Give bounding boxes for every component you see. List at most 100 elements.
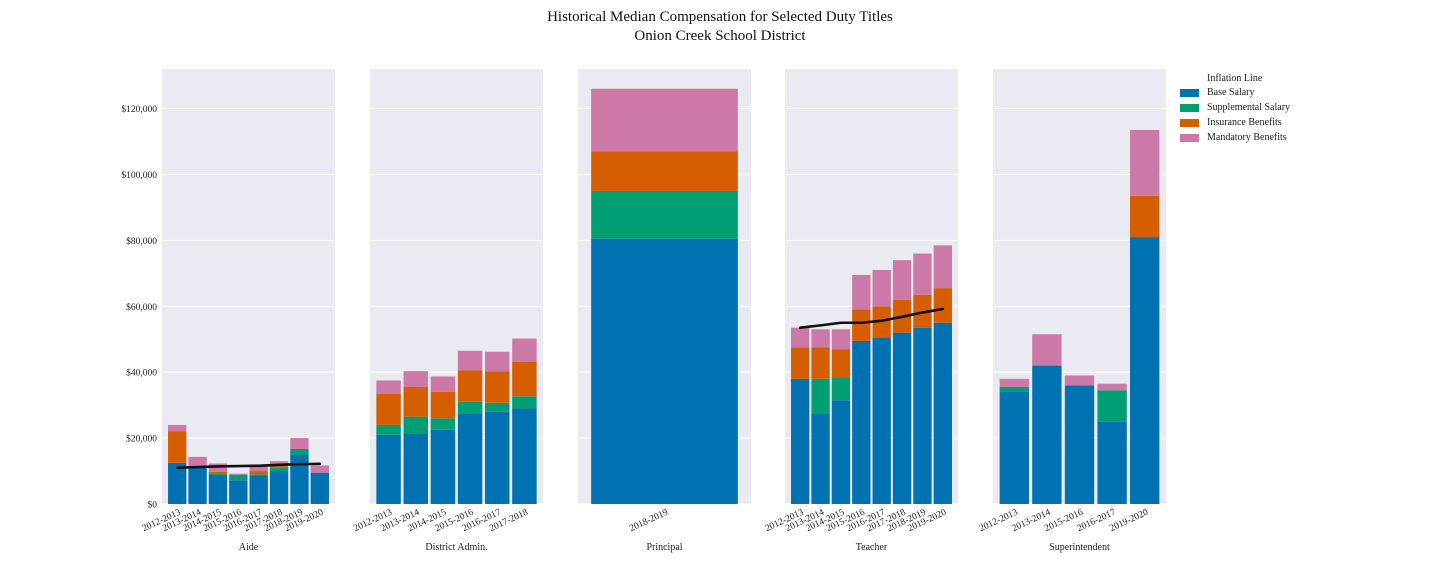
bar-base <box>933 322 952 504</box>
bar-supplemental <box>229 474 248 481</box>
bar-mandatory <box>791 327 810 348</box>
bar-base <box>872 337 891 504</box>
bar-mandatory <box>913 253 932 295</box>
bar-mandatory <box>485 351 510 372</box>
y-tick-label: $100,000 <box>121 170 157 181</box>
chart-title: Historical Median Compensation for Selec… <box>0 8 1440 46</box>
bar-insurance <box>791 347 810 379</box>
bar-base <box>269 471 289 504</box>
inflation-line <box>798 307 945 329</box>
bar-insurance <box>249 471 268 475</box>
bar-base <box>1032 365 1062 504</box>
y-tick-label: $60,000 <box>126 302 157 313</box>
bar-supplemental <box>403 416 428 434</box>
bar-base <box>168 462 187 504</box>
chart-title-line-2: Onion Creek School District <box>634 28 806 44</box>
bar-supplemental <box>208 473 228 475</box>
bar-mandatory <box>310 465 329 473</box>
bar-mandatory <box>512 338 537 362</box>
bar-supplemental <box>1097 390 1127 422</box>
bar-base <box>1064 385 1095 504</box>
bar-mandatory <box>269 461 289 465</box>
bar-base <box>457 413 483 504</box>
legend-swatch-supplemental <box>1180 103 1199 112</box>
bar-supplemental <box>831 377 851 401</box>
bar-base <box>403 433 428 504</box>
y-tick-label: $0 <box>148 500 158 511</box>
bar-mandatory <box>188 456 207 467</box>
panel-xlabel: Aide <box>239 542 259 553</box>
bar-mandatory <box>892 260 912 300</box>
bar-mandatory <box>457 350 483 371</box>
legend: Inflation Line Base Salary Supplemental … <box>1180 71 1290 145</box>
panel-background <box>785 69 958 504</box>
legend-swatch-mandatory <box>1180 133 1199 142</box>
y-tick-label: $80,000 <box>126 236 157 247</box>
bar-mandatory <box>290 438 309 449</box>
bar-mandatory <box>1032 334 1062 366</box>
bar-mandatory <box>168 424 187 432</box>
legend-label-base: Base Salary <box>1207 87 1255 98</box>
panel-xlabel: Principal <box>646 542 682 553</box>
bar-supplemental <box>512 396 537 409</box>
bar-insurance <box>591 151 738 191</box>
bar-mandatory <box>1097 383 1127 391</box>
bar-base <box>999 391 1029 504</box>
bar-base <box>831 400 851 504</box>
bar-insurance <box>208 471 228 474</box>
bar-mandatory <box>933 245 952 289</box>
legend-item-supplemental: Supplemental Salary <box>1180 100 1290 115</box>
bar-insurance <box>811 347 830 379</box>
bar-mandatory <box>591 88 738 152</box>
bar-insurance <box>1130 195 1160 238</box>
bar-base <box>512 408 537 504</box>
bar-mandatory <box>430 376 456 392</box>
legend-label-mandatory: Mandatory Benefits <box>1207 132 1287 143</box>
bar-insurance <box>457 370 483 402</box>
bar-insurance <box>430 391 456 419</box>
y-tick-label: $20,000 <box>126 434 157 445</box>
bar-base <box>913 327 932 504</box>
bar-mandatory <box>376 380 401 394</box>
bar-base <box>249 475 268 504</box>
bar-base <box>208 475 228 504</box>
inflation-line <box>175 462 322 470</box>
bar-base <box>188 467 207 504</box>
bar-base <box>376 434 401 504</box>
panel-background <box>162 69 335 504</box>
bar-base <box>591 238 738 504</box>
bar-base <box>811 413 830 504</box>
panel-xlabel: District Admin. <box>425 542 487 553</box>
bar-insurance <box>831 349 851 378</box>
bar-insurance <box>269 464 289 468</box>
bar-base <box>229 480 248 504</box>
bar-insurance <box>933 288 952 323</box>
bar-base <box>1130 237 1160 504</box>
legend-title: Inflation Line <box>1207 72 1263 84</box>
bar-base <box>290 454 309 504</box>
legend-item-mandatory: Mandatory Benefits <box>1180 130 1290 145</box>
legend-label-insurance: Insurance Benefits <box>1207 117 1282 128</box>
bar-supplemental <box>591 190 738 239</box>
bar-supplemental <box>457 401 483 414</box>
bar-mandatory <box>249 464 268 472</box>
bar-base <box>892 332 912 504</box>
bar-mandatory <box>999 378 1029 388</box>
x-tick-label: 2018-2019 <box>628 508 670 535</box>
bar-mandatory <box>1064 375 1095 386</box>
bar-mandatory <box>831 329 851 350</box>
legend-item-base: Base Salary <box>1180 85 1290 100</box>
bar-supplemental <box>811 378 830 414</box>
bar-supplemental <box>290 448 309 455</box>
legend-swatch-base <box>1180 88 1199 97</box>
legend-swatch-insurance <box>1180 118 1199 127</box>
bar-mandatory <box>852 274 871 310</box>
panel-xlabel: Teacher <box>856 542 888 553</box>
bar-mandatory <box>229 473 248 475</box>
panel-xlabel: Superintendent <box>1049 542 1110 553</box>
bar-insurance <box>403 387 428 417</box>
legend-item-insurance: Insurance Benefits <box>1180 115 1290 130</box>
y-tick-label: $120,000 <box>121 104 157 115</box>
bar-supplemental <box>376 424 401 435</box>
